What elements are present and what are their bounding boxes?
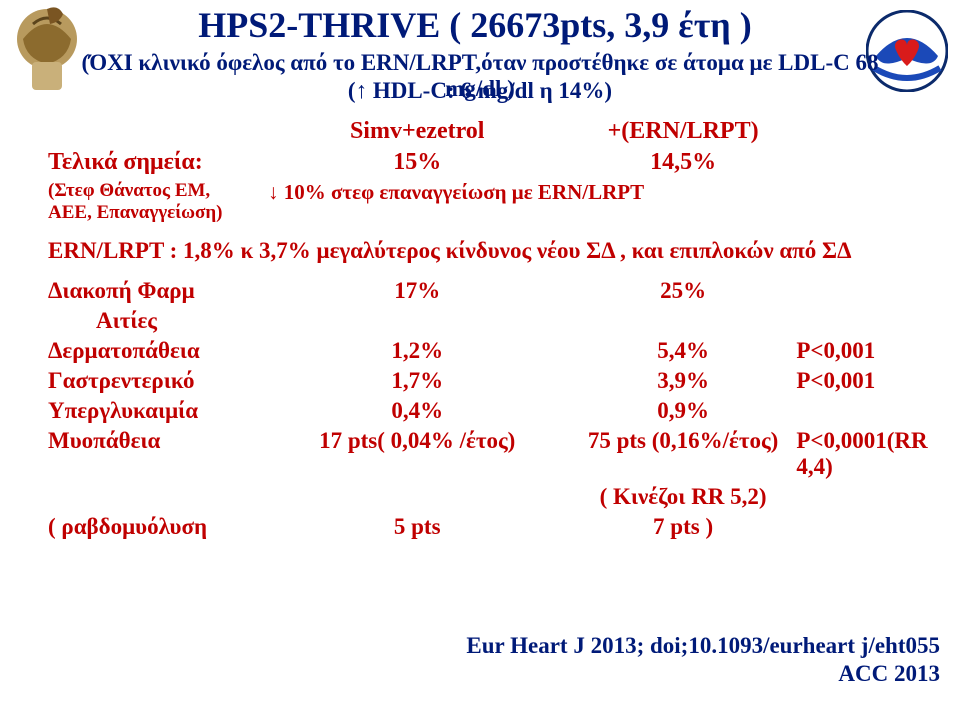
row-c4 — [796, 398, 944, 424]
table-row: ( Κινέζοι RR 5,2) — [48, 484, 944, 510]
row-c2: 1,7% — [265, 368, 570, 394]
substudy-row: (Στεφ Θάνατος ΕΜ, ΑΕΕ, Επαναγγείωση) ↓ 1… — [48, 180, 944, 224]
table-row: ( ραβδομυόλυση5 pts7 pts ) — [48, 514, 944, 540]
row-c4 — [796, 514, 944, 540]
header-row: Simv+ezetrol +(ERN/LRPT) — [48, 118, 944, 145]
row-label: Μυοπάθεια — [48, 428, 265, 480]
row-c3: 7 pts ) — [570, 514, 796, 540]
endpoints-label: Τελικά σημεία: — [48, 149, 265, 176]
row-label — [48, 484, 265, 510]
citation-line-2: ACC 2013 — [466, 660, 940, 689]
data-grid: Simv+ezetrol +(ERN/LRPT) Τελικά σημεία: … — [48, 118, 944, 544]
row-c2: 0,4% — [265, 398, 570, 424]
ern-risk-line: ERN/LRPT : 1,8% κ 3,7% μεγαλύτερος κίνδυ… — [48, 238, 944, 264]
row-c4: P<0,001 — [796, 338, 944, 364]
substudy-val: ↓ 10% στεφ επαναγγείωση με ERN/LRPT — [268, 180, 944, 224]
row-c2: 5 pts — [265, 514, 570, 540]
row-c3: 25% — [570, 278, 796, 304]
row-label: Αιτίες — [48, 308, 301, 334]
row-c3: ( Κινέζοι RR 5,2) — [570, 484, 796, 510]
table-row: Μυοπάθεια17 pts( 0,04% /έτος)75 pts (0,1… — [48, 428, 944, 480]
substudy-label: (Στεφ Θάνατος ΕΜ, ΑΕΕ, Επαναγγείωση) — [48, 180, 268, 224]
row-c2 — [301, 308, 590, 334]
col-simv-header: Simv+ezetrol — [265, 118, 570, 145]
table-row: Αιτίες — [48, 308, 944, 334]
row-c4: P<0,001 — [796, 368, 944, 394]
row-c3: 3,9% — [570, 368, 796, 394]
citation-line-1: Eur Heart J 2013; doi;10.1093/eurheart j… — [466, 632, 940, 661]
row-c4: P<0,0001(RR 4,4) — [796, 428, 944, 480]
row-c2 — [265, 484, 570, 510]
row-c3: 75 pts (0,16%/έτος) — [570, 428, 796, 480]
row-c4 — [804, 308, 944, 334]
row-c3: 0,9% — [570, 398, 796, 424]
row-c3 — [590, 308, 804, 334]
col-ern-header: +(ERN/LRPT) — [570, 118, 796, 145]
slide-subtitle-2: (↑ HDL-C: 6 mg/dl η 14%) — [60, 78, 900, 104]
slide-title: HPS2-THRIVE ( 26673pts, 3,9 έτη ) — [90, 4, 860, 46]
slide: HPS2-THRIVE ( 26673pts, 3,9 έτη ) (ΌΧΙ κ… — [0, 0, 960, 701]
row-c2: 17% — [265, 278, 570, 304]
row-label: ( ραβδομυόλυση — [48, 514, 265, 540]
table-row: Υπεργλυκαιμία0,4%0,9% — [48, 398, 944, 424]
row-c4 — [796, 484, 944, 510]
endpoints-simv: 15% — [265, 149, 570, 176]
row-label: Υπεργλυκαιμία — [48, 398, 265, 424]
row-c2: 17 pts( 0,04% /έτος) — [265, 428, 570, 480]
endpoints-ern: 14,5% — [570, 149, 796, 176]
row-c4 — [796, 278, 944, 304]
row-label: Δερματοπάθεια — [48, 338, 265, 364]
table-row: Δερματοπάθεια1,2%5,4%P<0,001 — [48, 338, 944, 364]
row-c2: 1,2% — [265, 338, 570, 364]
endpoints-row: Τελικά σημεία: 15% 14,5% — [48, 149, 944, 176]
row-label: Διακοπή Φαρμ — [48, 278, 265, 304]
table-row: Γαστρεντερικό1,7%3,9%P<0,001 — [48, 368, 944, 394]
row-c3: 5,4% — [570, 338, 796, 364]
table-row: Διακοπή Φαρμ17%25% — [48, 278, 944, 304]
citation: Eur Heart J 2013; doi;10.1093/eurheart j… — [466, 632, 940, 690]
row-label: Γαστρεντερικό — [48, 368, 265, 394]
